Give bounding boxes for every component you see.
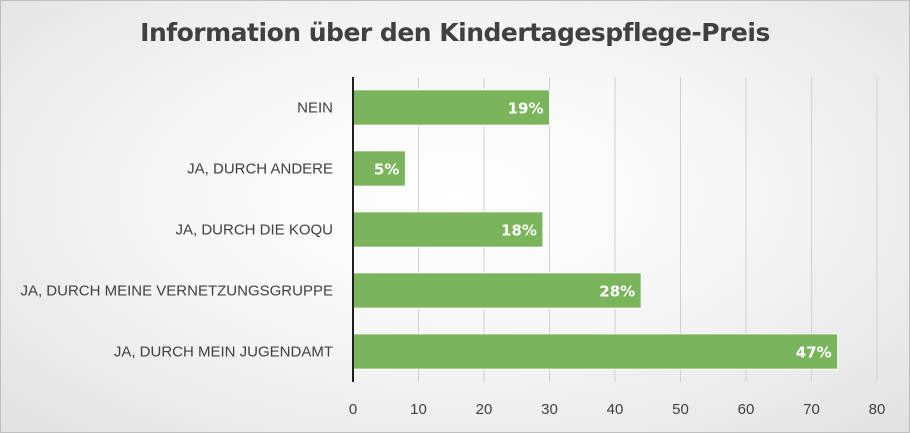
gridlines xyxy=(418,77,878,382)
x-tick-label: 50 xyxy=(672,401,689,418)
x-tick-label: 70 xyxy=(803,401,820,418)
category-label: JA, DURCH ANDERE xyxy=(187,161,333,178)
x-tick-label: 60 xyxy=(738,401,755,418)
data-label: 47% xyxy=(796,344,832,362)
x-tick-label: 20 xyxy=(476,401,493,418)
data-label: 28% xyxy=(599,283,635,301)
bars xyxy=(352,89,839,370)
category-label: JA, DURCH MEIN JUGENDAMT xyxy=(114,344,333,361)
bar xyxy=(352,211,544,248)
x-tick-label: 10 xyxy=(410,401,427,418)
x-tick-label: 40 xyxy=(607,401,624,418)
bar xyxy=(352,89,550,126)
category-label: JA, DURCH DIE KOQU xyxy=(175,222,333,239)
bar xyxy=(352,333,839,370)
data-label: 18% xyxy=(501,222,537,240)
data-label: 5% xyxy=(374,161,399,179)
x-tick-label: 30 xyxy=(541,401,558,418)
x-tick-label: 0 xyxy=(349,401,357,418)
category-label: JA, DURCH MEINE VERNETZUNGSGRUPPE xyxy=(20,283,333,300)
data-label: 19% xyxy=(508,100,544,118)
labels: 0 10 20 30 40 50 60 70 80 NEIN 19% JA, DURCH ANDERE… xyxy=(20,100,885,419)
x-tick-label: 80 xyxy=(869,401,886,418)
bar xyxy=(352,272,642,309)
category-label: NEIN xyxy=(297,100,333,117)
chart-title: Information über den Kindertagespflege-P… xyxy=(140,18,770,47)
